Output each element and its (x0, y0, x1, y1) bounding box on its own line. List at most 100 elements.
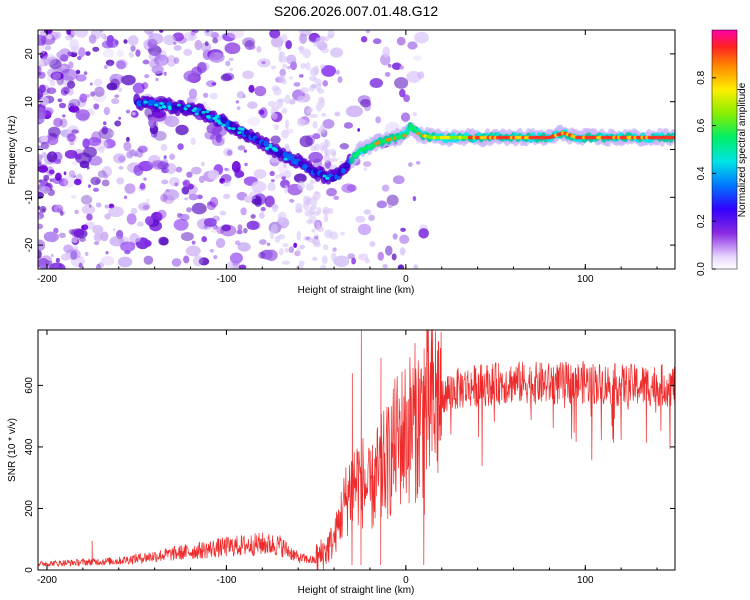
spectrogram-blob (105, 251, 109, 255)
ridge-highlight (227, 126, 232, 130)
spectrogram-blob (243, 227, 248, 234)
spectrogram-blob (39, 50, 48, 60)
spectrogram-blob (152, 159, 165, 170)
spectrogram-blob (316, 221, 321, 230)
spectrogram-blob (326, 187, 337, 197)
spectrogram-blob (327, 30, 335, 38)
snr-line (38, 330, 675, 570)
spectrogram-blob (363, 167, 368, 171)
ridge-highlight (231, 127, 236, 131)
ridge-highlight (271, 146, 276, 150)
spectrogram-blob (330, 252, 337, 262)
spectrogram-blob (322, 244, 329, 251)
spectrogram-blob (41, 142, 51, 150)
spectrogram-blob (417, 71, 425, 79)
colorbar-gradient (711, 29, 738, 270)
spectrogram-blob (138, 202, 151, 211)
y-tick-label: -10 (24, 190, 35, 205)
spectrogram-blob (369, 240, 376, 247)
spectrogram-blob (145, 198, 150, 204)
ridge-highlight (221, 123, 226, 127)
spectrogram-blob (286, 65, 292, 70)
spectrogram-blob (38, 58, 46, 68)
spectrogram-blob (203, 224, 208, 229)
spectrogram-blob (191, 240, 196, 245)
spectrogram-blob (237, 242, 251, 252)
spectrogram-blob (71, 194, 77, 199)
spectrogram-blob (312, 133, 321, 140)
spectrogram-blob (274, 174, 280, 180)
ridge-hot (409, 124, 414, 128)
spectrogram-blob (387, 63, 392, 68)
spectrogram-blob (183, 255, 190, 264)
spectrogram-blob (137, 145, 148, 153)
spectrogram-blob (256, 46, 262, 53)
ridge-highlight (212, 116, 217, 120)
spectrogram-blob (59, 118, 68, 128)
spectrogram-blob (288, 99, 296, 105)
snr-x-ticks: -200 -100 0 100 (37, 330, 658, 586)
ridge-highlight (186, 104, 191, 108)
ridge-highlight (201, 110, 206, 114)
spectrogram-blob (313, 233, 320, 239)
spectrogram-blob (112, 228, 116, 232)
spectrogram-blob (183, 48, 193, 56)
spectrogram-blob (308, 113, 318, 119)
ridge-hot (404, 131, 410, 136)
ridge-highlight (193, 107, 198, 111)
spectrogram-blob (247, 101, 258, 109)
spectrogram-blob (284, 170, 292, 179)
spectrogram-blob (311, 228, 316, 233)
spectrogram-blob (38, 258, 50, 269)
spectrogram-blob (384, 72, 391, 77)
colorbar-tick-label: 0.2 (696, 214, 707, 228)
spectrogram-blob (295, 264, 304, 269)
spectrogram-blob (284, 184, 289, 194)
spectrogram-blob (160, 193, 168, 202)
spectrogram-blob (269, 170, 275, 177)
spectrogram-blob (38, 223, 44, 230)
spectrogram-blob (217, 35, 224, 41)
spectrogram-blob (53, 117, 63, 128)
spectrogram-blob (101, 179, 110, 187)
spectrogram-blob (413, 264, 419, 269)
spectrogram-blob (85, 51, 91, 56)
spectrogram-blob (159, 30, 164, 33)
spectrogram-blob (38, 65, 42, 73)
spectrogram-blob (337, 76, 343, 84)
spectrogram-blob (176, 36, 187, 44)
spectrogram-blob (228, 75, 233, 80)
spectrogram-blob (299, 45, 304, 55)
spectrogram-blob (121, 74, 136, 86)
spectrogram-blob (319, 64, 325, 69)
spectrogram-blob (46, 151, 58, 163)
spectrogram-blob (78, 262, 83, 269)
spectrogram-blob (211, 82, 217, 86)
spectrogram-blob (399, 234, 410, 244)
spectrogram-blob (317, 78, 322, 87)
spectrogram-blob (64, 149, 78, 159)
spectrogram-blob (66, 133, 76, 142)
spectrogram-blob (103, 65, 108, 70)
spectrogram-heatmap (38, 30, 675, 269)
spectrogram-blob (295, 208, 303, 214)
spectrogram-blob (114, 94, 120, 98)
spectrogram-blob (220, 73, 232, 82)
spectrogram-blob (92, 224, 104, 235)
spectrogram-blob (273, 124, 280, 130)
spectrogram-blob (177, 143, 184, 150)
spectrogram-blob (49, 58, 62, 70)
spectrogram-blob (144, 30, 154, 35)
spectrogram-blob (215, 238, 226, 249)
spectrogram-blob (321, 65, 337, 77)
spectrogram-blob (288, 246, 295, 254)
spectrogram-blob (320, 264, 327, 269)
spectrogram-blob (48, 126, 61, 137)
spectrogram-blob (364, 258, 371, 264)
spectrogram-blob (219, 177, 226, 184)
spectrogram-blob (232, 261, 238, 267)
spectrogram-blob (325, 139, 331, 148)
ridge-highlight (205, 110, 210, 114)
spectrogram-blob (190, 166, 202, 175)
